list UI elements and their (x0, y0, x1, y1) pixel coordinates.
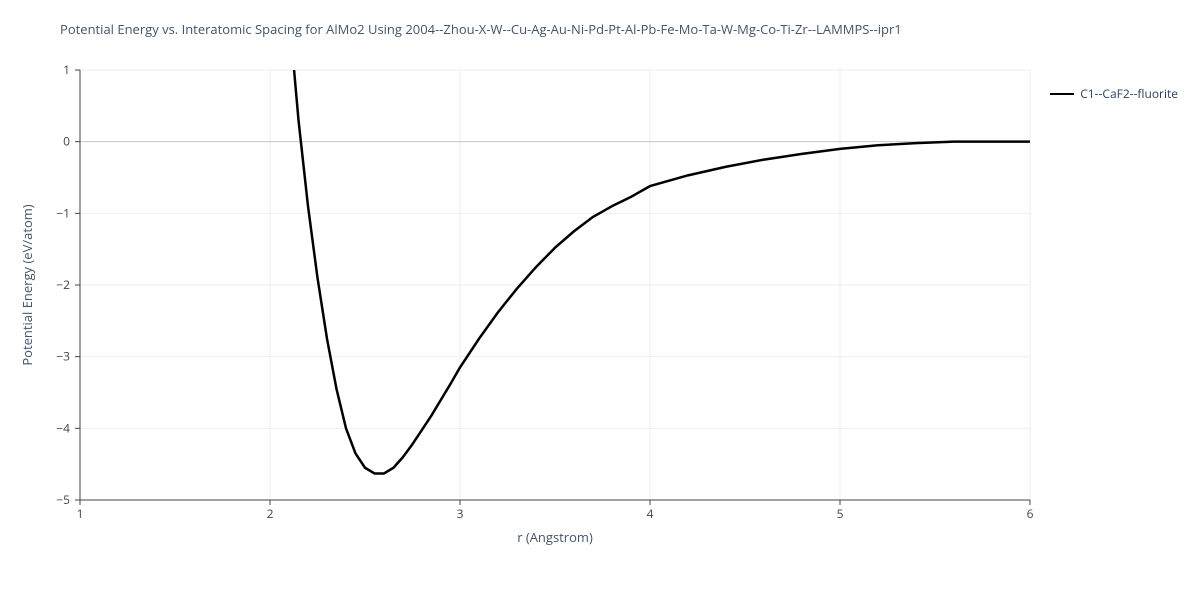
svg-text:−3: −3 (56, 348, 70, 365)
svg-text:2: 2 (267, 505, 274, 522)
svg-text:1: 1 (63, 61, 70, 78)
svg-text:r (Angstrom): r (Angstrom) (517, 528, 593, 546)
chart-svg[interactable]: 123456−5−4−3−2−101r (Angstrom)Potential … (80, 70, 1030, 500)
chart-title: Potential Energy vs. Interatomic Spacing… (60, 20, 902, 38)
svg-text:−4: −4 (56, 419, 70, 436)
svg-text:1: 1 (77, 505, 84, 522)
svg-text:−2: −2 (56, 276, 70, 293)
plot-area[interactable]: 123456−5−4−3−2−101r (Angstrom)Potential … (80, 70, 1030, 500)
svg-text:5: 5 (837, 505, 844, 522)
svg-text:4: 4 (647, 505, 654, 522)
svg-text:Potential Energy (eV/atom): Potential Energy (eV/atom) (18, 204, 36, 365)
svg-text:−5: −5 (56, 491, 70, 508)
legend-label: C1--CaF2--fluorite (1080, 85, 1178, 102)
legend[interactable]: C1--CaF2--fluorite (1050, 85, 1178, 102)
legend-item[interactable]: C1--CaF2--fluorite (1050, 85, 1178, 102)
svg-text:−1: −1 (56, 204, 70, 221)
legend-swatch (1050, 93, 1074, 95)
svg-text:3: 3 (457, 505, 464, 522)
svg-text:6: 6 (1027, 505, 1034, 522)
svg-text:0: 0 (63, 133, 70, 150)
chart-container: Potential Energy vs. Interatomic Spacing… (0, 0, 1200, 600)
